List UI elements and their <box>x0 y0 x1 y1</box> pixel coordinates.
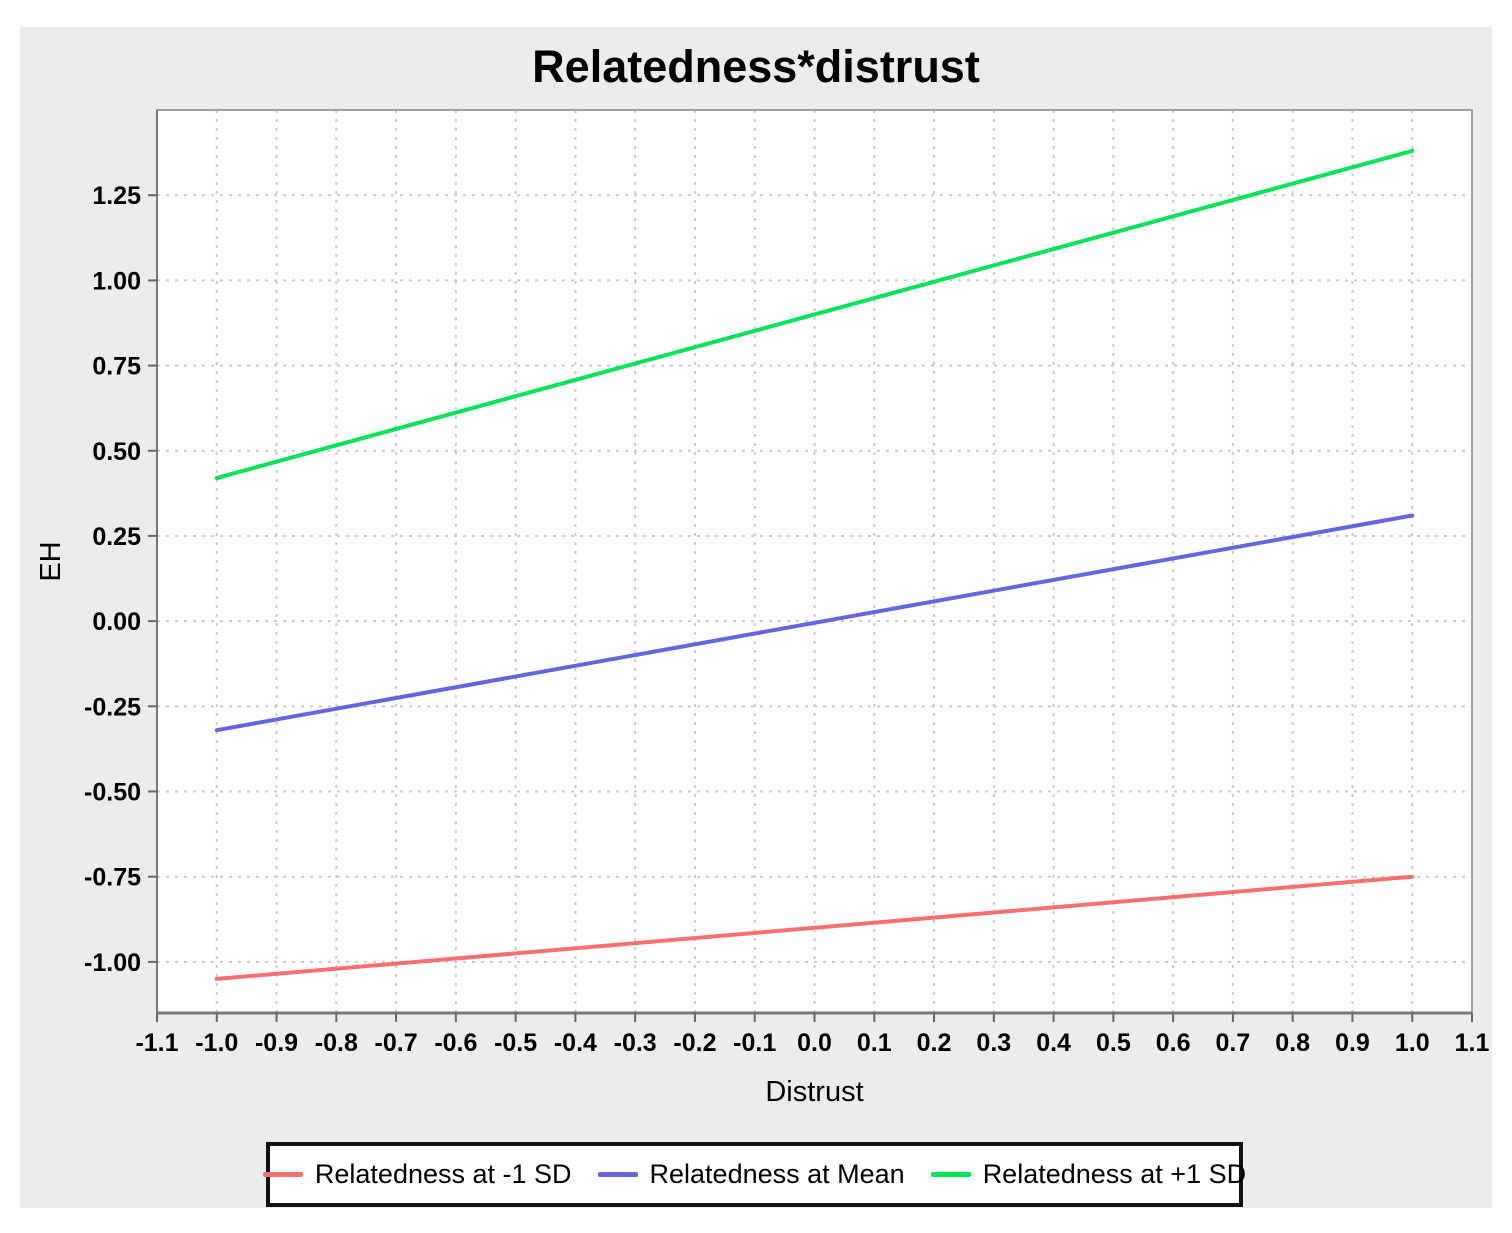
x-tick-label: -0.8 <box>315 1029 358 1057</box>
x-tick-label: -0.9 <box>255 1029 298 1057</box>
x-tick-label: 0.8 <box>1275 1029 1310 1057</box>
x-tick-label: -0.4 <box>554 1029 597 1057</box>
legend-dash-icon <box>930 1172 971 1177</box>
x-tick-label: -0.5 <box>494 1029 537 1057</box>
y-tick-label: -0.50 <box>84 779 141 807</box>
x-tick-label: 0.1 <box>857 1029 892 1057</box>
x-tick-label: 0.7 <box>1216 1029 1251 1057</box>
x-tick-label: -0.2 <box>673 1029 716 1057</box>
x-tick-label: 0.9 <box>1335 1029 1370 1057</box>
x-tick-label: -1.1 <box>135 1029 178 1057</box>
y-tick-label: 0.25 <box>92 523 141 551</box>
legend-item-label: Relatedness at +1 SD <box>982 1159 1247 1189</box>
y-tick-label: -1.00 <box>84 949 141 977</box>
x-axis-label: Distrust <box>765 1076 863 1108</box>
y-tick-label: 1.25 <box>92 182 141 210</box>
x-tick-label: 0.2 <box>917 1029 952 1057</box>
chart-title: Relatedness*distrust <box>532 41 980 92</box>
x-tick-label: 1.0 <box>1395 1029 1430 1057</box>
x-tick-label: -0.6 <box>434 1029 477 1057</box>
y-tick-label: 1.00 <box>92 267 141 295</box>
legend-dash-icon <box>597 1172 638 1177</box>
y-tick-label: 0.00 <box>92 608 141 636</box>
y-tick-label: 0.50 <box>92 438 141 466</box>
legend-item-label: Relatedness at Mean <box>649 1159 905 1189</box>
y-tick-label: -0.75 <box>84 864 141 892</box>
series-line-relatedness-at-1-sd <box>214 874 1415 981</box>
y-tick-label: 0.75 <box>92 353 141 381</box>
legend: Relatedness at -1 SD Relatedness at Mean R… <box>262 1142 1247 1207</box>
x-tick-label: 0.4 <box>1036 1029 1071 1057</box>
legend-dash-icon <box>262 1172 303 1177</box>
series-line-relatedness-at-mean <box>214 513 1415 733</box>
legend-item: Relatedness at +1 SD <box>930 1159 1247 1190</box>
x-tick-label: -1.0 <box>195 1029 238 1057</box>
series-line-relatedness-at-1-sd <box>214 148 1415 481</box>
x-tick-label: -0.7 <box>375 1029 418 1057</box>
legend-item-label: Relatedness at -1 SD <box>314 1159 572 1189</box>
x-tick-label: 1.1 <box>1455 1029 1490 1057</box>
y-tick-label: -0.25 <box>84 693 141 721</box>
x-tick-label: 0.5 <box>1096 1029 1131 1057</box>
x-tick-label: -0.1 <box>733 1029 776 1057</box>
y-axis-label: EH <box>35 541 67 581</box>
legend-item: Relatedness at -1 SD <box>262 1159 572 1190</box>
x-tick-label: 0.0 <box>797 1029 832 1057</box>
x-tick-label: 0.6 <box>1156 1029 1191 1057</box>
x-tick-label: 0.3 <box>976 1029 1011 1057</box>
chart-plot: -1.1 -1.0 -0.9 -0.8 -0.7 -0.6 -0.5 -0.4 -0.3 -0.2… <box>35 109 1490 1108</box>
chart-panel: -1.1 -1.0 -0.9 -0.8 -0.7 -0.6 -0.5 -0.4 -0.3 -0.2… <box>20 27 1492 1208</box>
legend-item: Relatedness at Mean <box>597 1159 905 1190</box>
x-tick-label: -0.3 <box>614 1029 657 1057</box>
